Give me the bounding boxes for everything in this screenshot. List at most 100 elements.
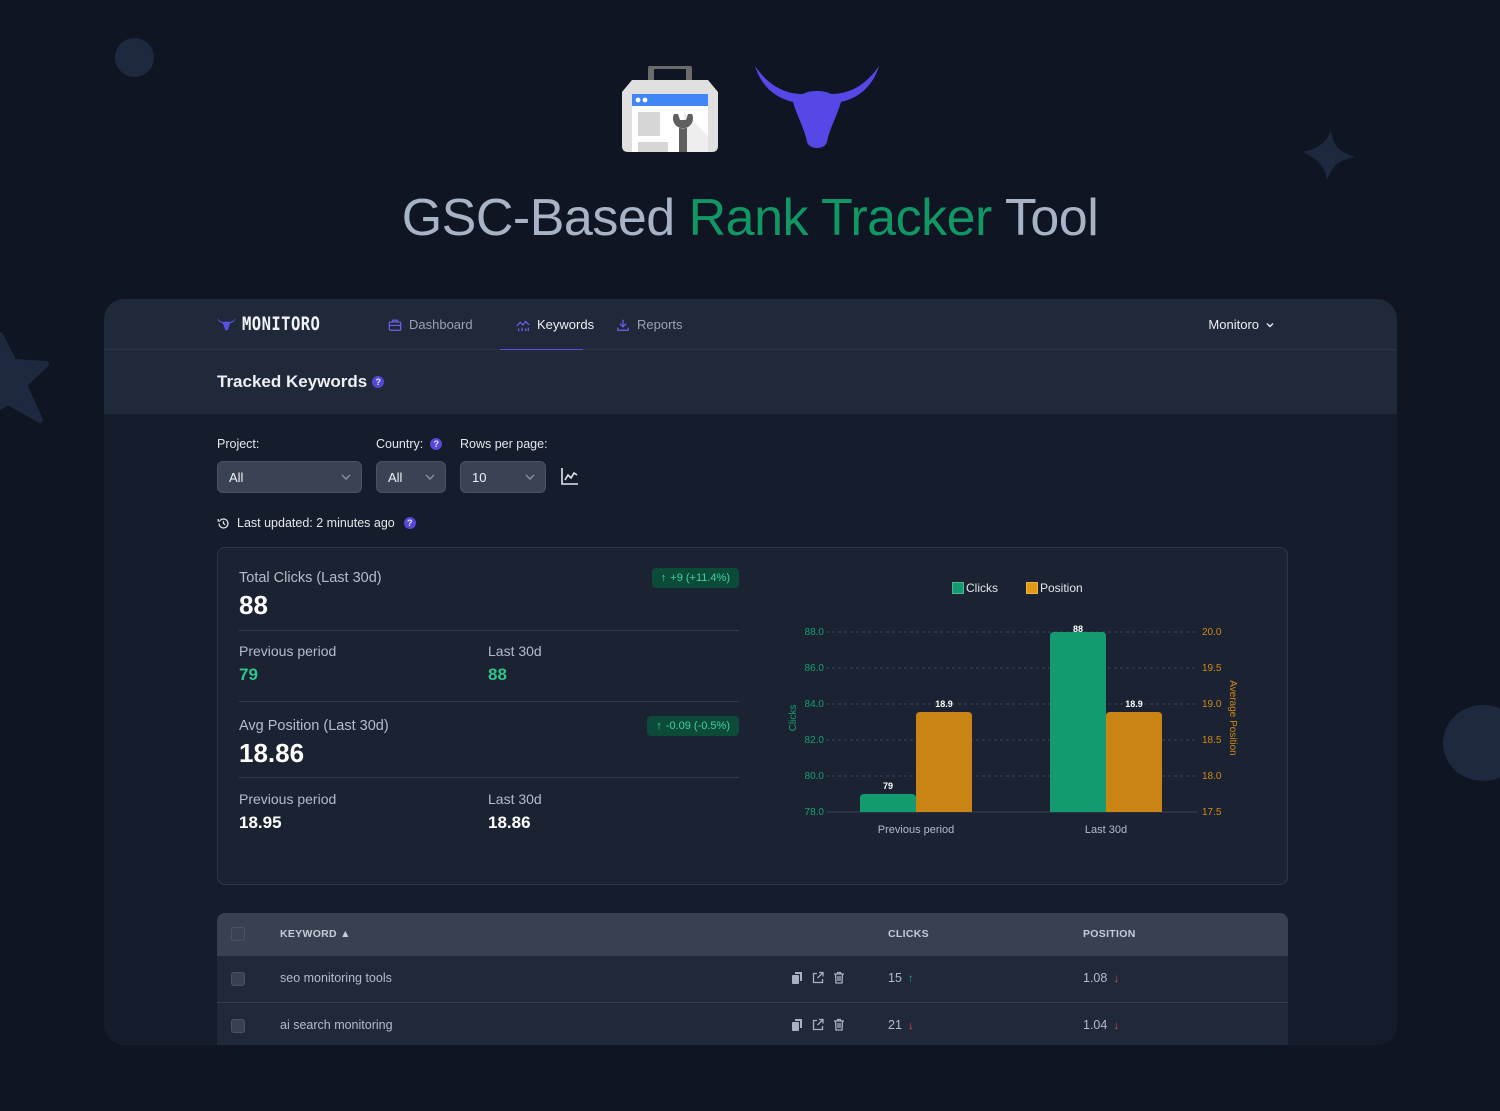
country-select[interactable]: All	[376, 461, 446, 493]
y2-tick: 20.0	[1202, 627, 1222, 638]
column-clicks[interactable]: CLICKS	[888, 928, 929, 940]
country-label: Country:	[376, 437, 424, 451]
data-label: 79	[883, 781, 893, 791]
chart-legend: Clicks Position	[952, 581, 1083, 595]
column-keyword[interactable]: KEYWORD ▲	[280, 928, 351, 940]
star-icon	[0, 332, 49, 423]
nav-keywords-label: Keywords	[537, 317, 595, 332]
position-current: Last 30d 18.86	[488, 791, 542, 833]
decorative-circle	[115, 38, 154, 77]
y-tick: 86.0	[805, 663, 825, 674]
y2-tick: 18.5	[1202, 735, 1222, 746]
country-label-wrap: Country: ?	[376, 437, 443, 451]
total-clicks-title: Total Clicks (Last 30d)	[239, 570, 382, 586]
position-delta-text: -0.09 (-0.5%)	[665, 720, 730, 732]
clicks-cell: 21 ↓	[888, 1018, 914, 1032]
help-icon[interactable]: ?	[372, 376, 385, 388]
bull-logo-icon	[217, 317, 236, 331]
trash-icon[interactable]	[833, 1018, 845, 1031]
row-actions	[791, 1018, 845, 1031]
clicks-value: 21	[888, 1018, 902, 1032]
divider	[239, 630, 739, 631]
help-icon[interactable]: ?	[403, 517, 416, 529]
page-header: Tracked Keywords ?	[104, 350, 1397, 414]
main-nav: Dashboard Keywords Reports	[388, 299, 683, 351]
chart-plot: 88.0 86.0 84.0 82.0 80.0 78.0 20.0 19.5 …	[788, 624, 1238, 836]
y-tick: 80.0	[805, 771, 825, 782]
arrow-up-icon: ↑	[660, 572, 667, 584]
external-link-icon[interactable]	[812, 971, 824, 984]
trend-down-icon: ↓	[1113, 971, 1120, 985]
avg-position-title: Avg Position (Last 30d)	[239, 718, 389, 734]
chevron-down-icon	[425, 474, 435, 480]
nav-keywords[interactable]: Keywords	[500, 299, 616, 351]
data-label: 88	[1073, 624, 1083, 634]
position-previous: Previous period 18.95	[239, 791, 336, 833]
history-icon	[217, 517, 229, 529]
brand-name: MONITORO	[242, 313, 321, 335]
chart-toggle-icon[interactable]	[560, 466, 580, 486]
clicks-delta-text: +9 (+11.4%)	[670, 572, 730, 584]
legend-clicks[interactable]: Clicks	[952, 581, 998, 595]
top-navbar: MONITORO Dashboard Keywords Reports	[104, 299, 1397, 351]
row-actions	[791, 971, 845, 984]
divider	[239, 777, 739, 778]
hero-title: GSC-Based Rank Tracker Tool	[0, 188, 1500, 248]
stats-card: Total Clicks (Last 30d) 88 ↑ +9 (+11.4%)…	[217, 547, 1288, 885]
row-checkbox[interactable]	[231, 1019, 245, 1033]
nav-reports[interactable]: Reports	[616, 299, 683, 350]
nav-dashboard[interactable]: Dashboard	[388, 299, 500, 350]
column-position[interactable]: POSITION	[1083, 928, 1136, 940]
position-cell: 1.08 ↓	[1083, 971, 1119, 985]
legend-swatch	[1026, 582, 1038, 594]
legend-position[interactable]: Position	[1026, 581, 1083, 595]
last-updated-text: Last updated: 2 minutes ago	[237, 516, 395, 530]
project-select[interactable]: All	[217, 461, 362, 493]
clicks-cell: 15 ↑	[888, 971, 914, 985]
monitoro-bull-logo	[755, 66, 879, 148]
position-value: 1.08	[1083, 971, 1108, 985]
rows-per-page-select[interactable]: 10	[460, 461, 546, 493]
avg-position-value: 18.86	[239, 738, 305, 768]
user-menu[interactable]: Monitoro	[1208, 299, 1275, 350]
bar-position-current	[1106, 712, 1162, 812]
clicks-current-label: Last 30d	[488, 643, 542, 659]
page-title: Tracked Keywords ?	[217, 372, 385, 392]
bar-position-previous	[916, 712, 972, 812]
column-keyword-label: KEYWORD	[280, 928, 337, 940]
row-checkbox[interactable]	[231, 972, 245, 986]
copy-icon[interactable]	[791, 1018, 803, 1031]
keyword-cell: seo monitoring tools	[280, 971, 392, 985]
position-current-value: 18.86	[488, 813, 531, 832]
select-all-checkbox[interactable]	[231, 927, 245, 941]
external-link-icon[interactable]	[812, 1018, 824, 1031]
keyword-cell: ai search monitoring	[280, 1018, 393, 1032]
position-value: 1.04	[1083, 1018, 1108, 1032]
brand-logo[interactable]: MONITORO	[217, 313, 338, 335]
clicks-position-chart: Clicks Position	[778, 568, 1278, 868]
sparkle-icon	[1303, 130, 1355, 180]
user-menu-label: Monitoro	[1208, 317, 1259, 332]
table-row: seo monitoring tools 15 ↑ 1.08 ↓	[217, 956, 1288, 1003]
help-icon[interactable]: ?	[430, 438, 443, 450]
last-updated: Last updated: 2 minutes ago ?	[217, 516, 416, 530]
y-tick: 88.0	[805, 627, 825, 638]
clicks-delta-badge: ↑ +9 (+11.4%)	[651, 568, 739, 588]
clicks-previous-label: Previous period	[239, 643, 337, 659]
clicks-current-value: 88	[488, 665, 507, 684]
clicks-value: 15	[888, 971, 902, 985]
trash-icon[interactable]	[833, 971, 845, 984]
sort-asc-icon: ▲	[340, 928, 351, 940]
data-label: 18.9	[1125, 699, 1143, 709]
download-icon	[617, 319, 629, 331]
clicks-previous-value: 79	[239, 665, 258, 684]
chevron-down-icon	[341, 474, 351, 480]
copy-icon[interactable]	[791, 971, 803, 984]
briefcase-icon	[388, 319, 402, 331]
position-cell: 1.04 ↓	[1083, 1018, 1119, 1032]
hero-logos	[0, 64, 1500, 154]
trend-down-icon: ↓	[907, 1018, 914, 1032]
x-tick: Last 30d	[1085, 824, 1127, 836]
y2-tick: 19.5	[1202, 663, 1222, 674]
y2-axis-label: Average Position	[1227, 680, 1238, 755]
